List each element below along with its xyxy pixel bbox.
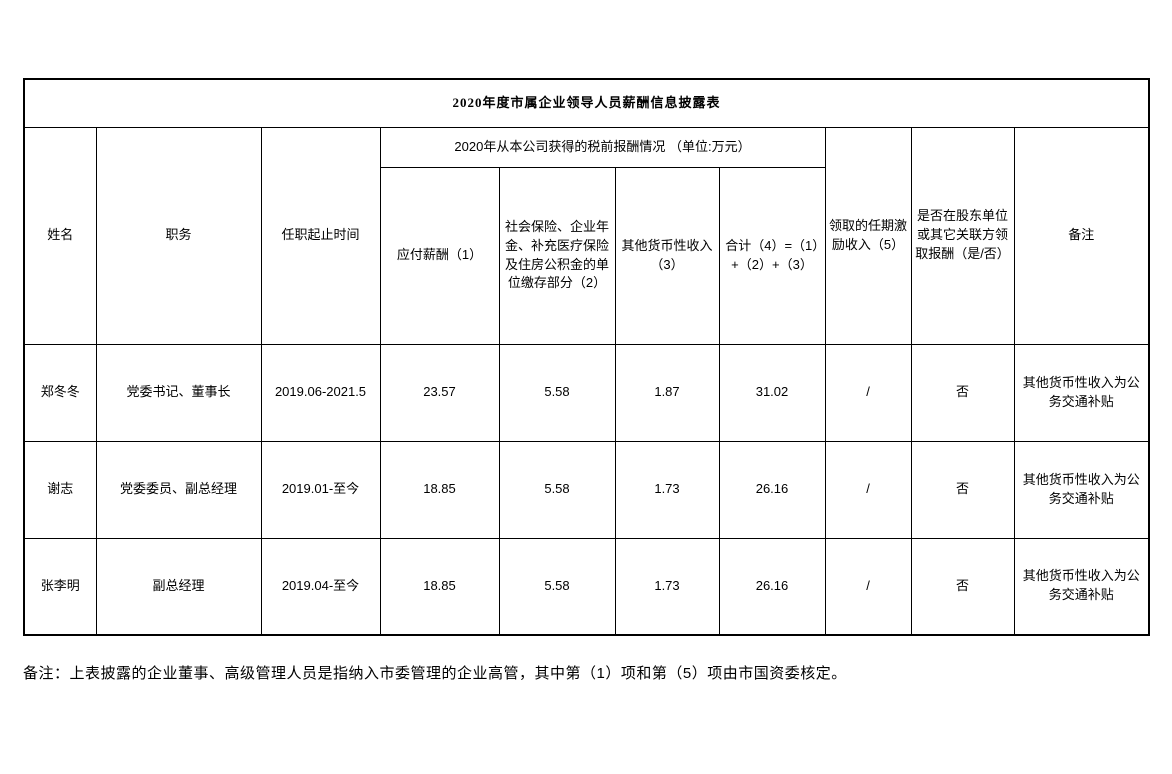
total-cell: 26.16 [718, 440, 826, 539]
other-income-cell: 1.87 [614, 343, 720, 442]
col-header-tenure: 任职起止时间 [260, 126, 381, 345]
shareholder-cell: 否 [910, 343, 1015, 442]
salary-disclosure-table: 2020年度市属企业领导人员薪酬信息披露表 姓名 职务 任职起止时间 2020年… [23, 78, 1151, 636]
col-header-salary: 应付薪酬（1） [379, 166, 500, 345]
other-income-cell: 1.73 [614, 537, 720, 636]
sub-header-row: 应付薪酬（1） 社会保险、企业年金、补充医疗保险及住房公积金的单位缴存部分（2）… [24, 166, 1149, 345]
incentive-cell: / [824, 440, 912, 539]
other-income-cell: 1.73 [614, 440, 720, 539]
salary-cell: 18.85 [379, 440, 500, 539]
page-title: 2020年度市属企业领导人员薪酬信息披露表 [23, 78, 1150, 128]
tenure-cell: 2019.01-至今 [260, 440, 381, 539]
col-header-remark: 备注 [1013, 126, 1150, 345]
footer-note: 备注：上表披露的企业董事、高级管理人员是指纳入市委管理的企业高管，其中第（1）项… [23, 665, 847, 682]
total-cell: 31.02 [718, 343, 826, 442]
col-header-shareholder: 是否在股东单位或其它关联方领取报酬（是/否） [910, 126, 1015, 345]
position-cell: 党委书记、董事长 [95, 343, 262, 442]
remark-cell: 其他货币性收入为公务交通补贴 [1013, 440, 1150, 539]
table-row: 张李明 副总经理 2019.04-至今 18.85 5.58 1.73 26.1… [23, 537, 1150, 636]
remark-cell: 其他货币性收入为公务交通补贴 [1013, 537, 1150, 636]
col-header-total: 合计（4）=（1）+（2）+（3） [718, 166, 826, 345]
salary-cell: 18.85 [379, 537, 500, 636]
col-header-incentive: 领取的任期激励收入（5） [824, 126, 912, 345]
position-cell: 副总经理 [95, 537, 262, 636]
shareholder-cell: 否 [910, 537, 1015, 636]
incentive-cell: / [824, 537, 912, 636]
col-header-name: 姓名 [23, 126, 97, 345]
insurance-cell: 5.58 [498, 537, 616, 636]
table-row: 谢志 党委委员、副总经理 2019.01-至今 18.85 5.58 1.73 … [23, 440, 1150, 539]
position-cell: 党委委员、副总经理 [95, 440, 262, 539]
incentive-cell: / [824, 343, 912, 442]
col-header-other-income: 其他货币性收入（3） [614, 166, 720, 345]
col-header-pretax-group: 2020年从本公司获得的税前报酬情况 （单位:万元） [379, 126, 826, 168]
name-cell: 谢志 [23, 440, 97, 539]
col-header-position: 职务 [95, 126, 262, 345]
insurance-cell: 5.58 [498, 440, 616, 539]
name-cell: 郑冬冬 [23, 343, 97, 442]
tenure-cell: 2019.06-2021.5 [260, 343, 381, 442]
salary-cell: 23.57 [379, 343, 500, 442]
insurance-cell: 5.58 [498, 343, 616, 442]
total-cell: 26.16 [718, 537, 826, 636]
span-header-row: 姓名 职务 任职起止时间 2020年从本公司获得的税前报酬情况 （单位:万元） … [23, 126, 1150, 345]
remark-cell: 其他货币性收入为公务交通补贴 [1013, 343, 1150, 442]
table-row: 郑冬冬 党委书记、董事长 2019.06-2021.5 23.57 5.58 1… [23, 343, 1150, 442]
title-row: 2020年度市属企业领导人员薪酬信息披露表 [23, 78, 1150, 128]
col-header-insurance: 社会保险、企业年金、补充医疗保险及住房公积金的单位缴存部分（2） [498, 166, 616, 345]
shareholder-cell: 否 [910, 440, 1015, 539]
name-cell: 张李明 [23, 537, 97, 636]
tenure-cell: 2019.04-至今 [260, 537, 381, 636]
